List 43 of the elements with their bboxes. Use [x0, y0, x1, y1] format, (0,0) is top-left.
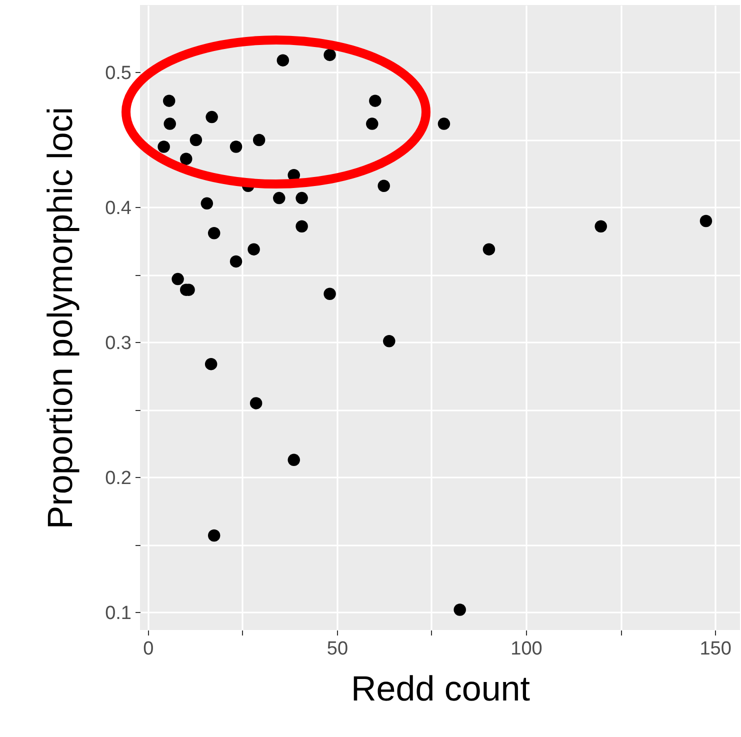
point [594, 220, 607, 232]
point [208, 227, 220, 240]
point [172, 272, 184, 286]
point [180, 152, 192, 165]
x-axis-title: Redd count [350, 670, 530, 708]
point [200, 197, 214, 210]
point [378, 180, 390, 192]
point [230, 255, 242, 268]
x-tick-label: 100 [510, 638, 542, 660]
point [288, 454, 300, 466]
point [248, 243, 260, 256]
point [206, 110, 218, 124]
point [204, 358, 218, 370]
point [296, 192, 308, 204]
point [252, 134, 266, 146]
point [324, 48, 336, 62]
x-tick-label: 0 [143, 638, 154, 660]
point [383, 335, 396, 348]
y-axis-title: Proportion polymorphic loci [41, 106, 80, 530]
point [296, 220, 308, 232]
point [273, 192, 286, 204]
y-tick-label: 0.1 [105, 602, 132, 624]
point [324, 288, 336, 300]
point [208, 529, 220, 542]
point [190, 134, 202, 146]
point [438, 118, 450, 130]
y-tick-label: 0.3 [105, 332, 132, 354]
point [454, 604, 466, 616]
point [162, 94, 176, 107]
x-tick-label: 150 [700, 638, 732, 660]
point [250, 397, 262, 410]
y-tick-label: 0.2 [105, 468, 132, 489]
point [482, 243, 496, 256]
point [700, 214, 712, 228]
point [369, 94, 382, 107]
point [164, 118, 176, 130]
point [158, 140, 170, 153]
x-tick-label: 50 [326, 638, 348, 660]
y-tick-label: 0.4 [105, 198, 132, 219]
point [276, 54, 290, 66]
point [230, 140, 242, 153]
y-tick-label: 0.5 [105, 62, 132, 84]
point [366, 118, 378, 130]
